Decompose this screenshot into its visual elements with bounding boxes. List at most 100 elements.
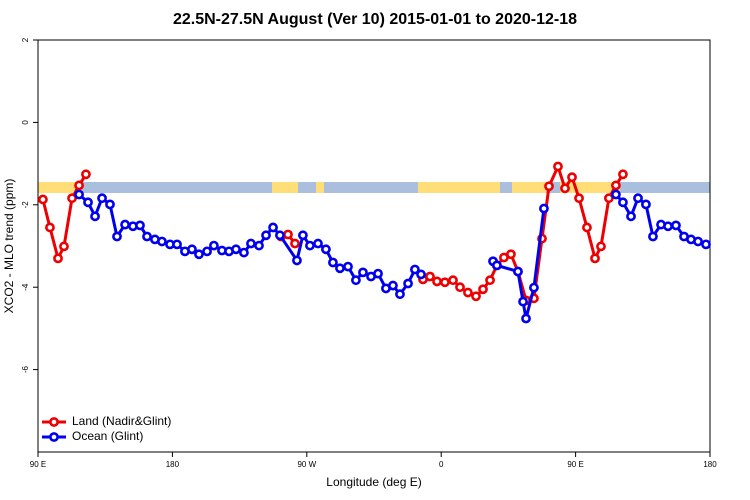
y-axis-label: XCO2 - MLO trend (ppm) — [2, 179, 16, 314]
series-line — [422, 162, 625, 303]
data-point — [268, 222, 278, 233]
data-point — [648, 231, 658, 242]
data-point — [388, 280, 398, 291]
data-point — [45, 222, 55, 233]
x-tick-label: 90 E — [30, 460, 46, 469]
data-point — [618, 197, 628, 208]
data-point — [567, 172, 577, 183]
data-point — [425, 271, 435, 282]
plot-frame — [37, 39, 711, 453]
data-point — [611, 189, 621, 200]
data-point — [626, 211, 636, 222]
data-point — [641, 199, 651, 210]
data-point — [38, 194, 48, 205]
data-point — [513, 266, 523, 277]
data-point — [506, 249, 516, 260]
data-point — [261, 230, 271, 241]
data-point — [305, 240, 315, 251]
y-tick-label: -2 — [21, 201, 30, 209]
legend-label: Land (Nadir&Glint) — [72, 414, 171, 428]
data-point — [321, 244, 331, 255]
data-point — [633, 193, 643, 204]
data-point — [67, 193, 77, 204]
data-point — [59, 241, 69, 252]
y-tick-label: 2 — [21, 37, 30, 42]
data-point — [81, 169, 91, 180]
data-point — [209, 240, 219, 251]
data-point — [416, 269, 426, 280]
data-point — [90, 211, 100, 222]
data-point — [172, 239, 182, 250]
data-point — [112, 231, 122, 242]
data-point — [187, 244, 197, 255]
data-point — [292, 255, 302, 266]
data-point — [521, 313, 531, 324]
data-point — [298, 230, 308, 241]
data-point — [529, 282, 539, 293]
data-point — [231, 244, 241, 255]
data-point — [74, 180, 84, 191]
data-point — [582, 222, 592, 233]
y-tick-label: -4 — [21, 283, 30, 291]
data-point — [455, 282, 465, 293]
data-point — [560, 183, 570, 194]
x-tick-label: 180 — [703, 460, 717, 469]
data-point — [335, 263, 345, 274]
data-point — [518, 296, 528, 307]
data-point — [544, 181, 554, 192]
data-point — [432, 276, 442, 287]
data-point — [701, 239, 711, 250]
data-point — [74, 189, 84, 200]
data-point — [275, 230, 285, 241]
data-point — [343, 261, 353, 272]
data-point — [539, 203, 549, 214]
data-point — [194, 249, 204, 260]
data-point — [202, 246, 212, 257]
data-point — [373, 268, 383, 279]
data-point — [135, 220, 145, 231]
x-tick-label: 90 E — [567, 460, 583, 469]
legend-label: Ocean (Glint) — [72, 429, 143, 443]
data-point — [358, 267, 368, 278]
data-point — [604, 193, 614, 204]
x-axis-label: Longitude (deg E) — [326, 475, 421, 489]
data-point — [351, 275, 361, 286]
data-point — [283, 229, 293, 240]
data-point — [97, 193, 107, 204]
chart-title: 22.5N-27.5N August (Ver 10) 2015-01-01 t… — [173, 11, 577, 28]
x-tick-label: 0 — [439, 460, 444, 469]
data-point — [574, 193, 584, 204]
data-point — [671, 220, 681, 231]
data-point — [105, 199, 115, 210]
x-tick-label: 90 W — [297, 460, 316, 469]
y-tick-label: -6 — [21, 365, 30, 373]
data-point — [463, 287, 473, 298]
legend-marker — [49, 432, 59, 442]
data-point — [120, 219, 130, 230]
data-point — [328, 257, 338, 268]
data-point — [83, 197, 93, 208]
data-point — [693, 236, 703, 247]
data-point — [254, 240, 264, 251]
data-point — [492, 260, 502, 271]
data-point — [142, 231, 152, 242]
data-point — [239, 247, 249, 258]
data-point — [246, 238, 256, 249]
data-point — [448, 275, 458, 286]
data-point — [485, 275, 495, 286]
data-point — [313, 238, 323, 249]
data-point — [663, 221, 673, 232]
data-point — [290, 238, 300, 249]
land-ocean-strip — [38, 182, 710, 193]
data-point — [403, 278, 413, 289]
data-point — [395, 289, 405, 300]
y-tick-label: 0 — [21, 120, 30, 125]
legend-marker — [49, 417, 59, 427]
data-point — [596, 241, 606, 252]
data-point — [618, 169, 628, 180]
x-tick-label: 180 — [166, 460, 180, 469]
data-point — [553, 161, 563, 172]
data-point — [53, 253, 63, 264]
data-point — [590, 253, 600, 264]
